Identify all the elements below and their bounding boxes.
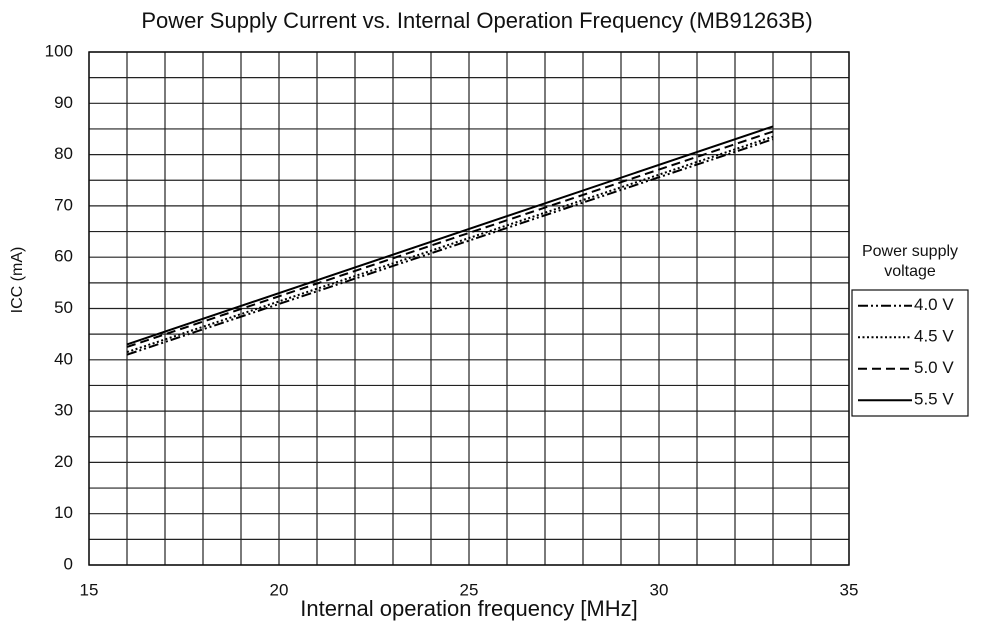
y-tick-label: 20 [54, 452, 73, 471]
chart-title: Power Supply Current vs. Internal Operat… [141, 8, 812, 33]
y-tick-label: 30 [54, 401, 73, 420]
y-tick-label: 60 [54, 247, 73, 266]
x-tick-label: 30 [650, 580, 669, 599]
y-tick-label: 0 [64, 554, 73, 573]
legend-title: voltage [884, 263, 936, 280]
x-tick-label: 35 [840, 580, 859, 599]
x-axis-label: Internal operation frequency [MHz] [300, 596, 638, 621]
y-tick-label: 100 [45, 41, 73, 60]
y-tick-label: 40 [54, 349, 73, 368]
series-line [126, 125, 774, 346]
legend-title: Power supply [862, 243, 958, 260]
legend-label: 4.5 V [914, 327, 954, 346]
y-tick-label: 10 [54, 503, 73, 522]
y-tick-label: 80 [54, 144, 73, 163]
series-line [126, 135, 774, 354]
series-line [126, 138, 774, 356]
legend-label: 5.0 V [914, 358, 954, 377]
x-tick-label: 25 [460, 580, 479, 599]
y-axis-label: ICC (mA) [9, 247, 26, 314]
series-line [126, 130, 774, 348]
y-tick-label: 90 [54, 93, 73, 112]
y-tick-label: 70 [54, 195, 73, 214]
legend-label: 5.5 V [914, 390, 954, 409]
y-tick-label: 50 [54, 298, 73, 317]
legend-box [851, 289, 969, 417]
x-tick-label: 20 [270, 580, 289, 599]
plot-frame [88, 51, 850, 566]
x-tick-label: 15 [80, 580, 99, 599]
legend-label: 4.0 V [914, 295, 954, 314]
